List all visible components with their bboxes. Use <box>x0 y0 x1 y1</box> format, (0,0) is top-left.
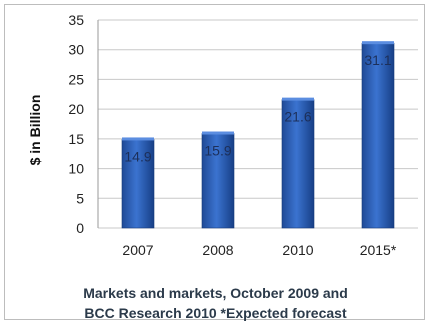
x-tick-label: 2015* <box>360 242 397 258</box>
bar-top-cap <box>362 41 394 45</box>
y-axis-label: $ in Billion <box>27 95 43 166</box>
bar <box>121 139 155 229</box>
x-tick-label: 2007 <box>122 242 153 258</box>
data-label: 31.1 <box>364 52 391 68</box>
bar <box>201 133 235 229</box>
y-tick-label: 10 <box>68 161 84 177</box>
x-tick-label: 2008 <box>202 242 233 258</box>
bar <box>281 99 315 229</box>
caption-line-1: Markets and markets, October 2009 and <box>83 285 348 301</box>
bar-top-cap <box>122 137 154 141</box>
bar-top-cap <box>202 131 234 135</box>
y-axis-ticks: 0 5 10 15 20 25 30 35 <box>68 12 84 236</box>
bars <box>121 41 395 229</box>
x-axis-ticks: 2007 2008 2010 2015* <box>122 242 396 258</box>
y-tick-label: 0 <box>76 220 84 236</box>
bar-top-cap <box>282 97 314 101</box>
y-tick-label: 5 <box>76 190 84 206</box>
y-tick-label: 15 <box>68 131 84 147</box>
y-tick-label: 25 <box>68 71 84 87</box>
y-tick-label: 35 <box>68 12 84 28</box>
y-tick-label: 30 <box>68 42 84 58</box>
bar <box>361 42 395 229</box>
data-labels: 14.9 15.9 21.6 31.1 <box>124 52 391 164</box>
y-tick-label: 20 <box>68 101 84 117</box>
data-label: 14.9 <box>124 148 151 164</box>
caption-line-2: BCC Research 2010 *Expected forecast <box>84 305 347 321</box>
data-label: 21.6 <box>284 109 311 125</box>
data-label: 15.9 <box>204 143 231 159</box>
x-tick-label: 2010 <box>282 242 313 258</box>
